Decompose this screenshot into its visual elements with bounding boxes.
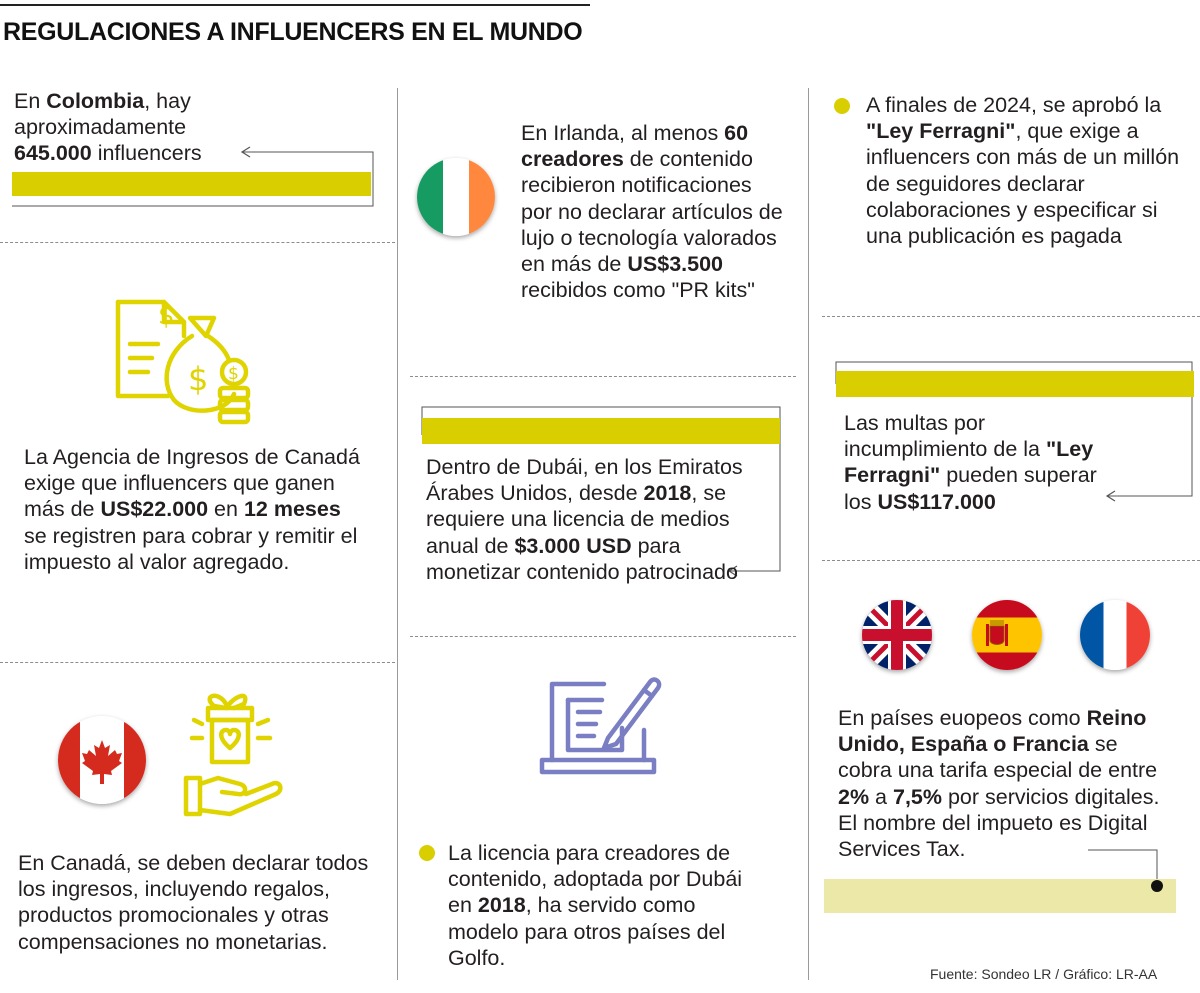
canada-income-text: En Canadá, se deben declarar todos los i… — [18, 851, 369, 954]
ireland-text: En Irlanda, al menos 60 creadores de con… — [521, 121, 783, 303]
uk-flag-icon — [862, 600, 932, 670]
accent-bar — [12, 172, 371, 196]
europe-callout — [1088, 849, 1158, 886]
callout-end-dot — [1151, 880, 1163, 892]
separator — [822, 316, 1200, 317]
column-divider-2 — [808, 88, 809, 980]
separator — [822, 560, 1200, 561]
title-rule — [0, 4, 590, 6]
separator — [0, 242, 395, 243]
bullet-dot — [419, 845, 435, 861]
fines-text: Las multas por incumplimiento de la "Ley… — [844, 411, 1097, 514]
canada-tax-text: La Agencia de Ingresos de Canadá exige q… — [24, 445, 360, 574]
colombia-text: En Colombia, hay aproximadamente 645.000… — [14, 89, 202, 166]
europe-text: En países euopeos como Reino Unido, Espa… — [838, 706, 1160, 862]
accent-bar — [824, 879, 1176, 913]
colombia-callout — [12, 146, 374, 207]
svg-text:$: $ — [228, 364, 239, 384]
tax-money-icon: $ $ $ — [115, 299, 251, 425]
separator — [0, 662, 395, 663]
separator — [410, 376, 796, 377]
svg-text:$: $ — [158, 301, 175, 331]
laptop-document-icon — [539, 677, 662, 775]
gift-hand-icon — [183, 693, 283, 817]
france-flag-icon — [1080, 600, 1150, 670]
fines-callout — [835, 361, 1193, 502]
svg-text:$: $ — [188, 360, 208, 398]
gulf-text: La licencia para creadores de contenido,… — [448, 841, 743, 970]
spain-flag-icon — [972, 600, 1042, 670]
canada-flag-icon — [58, 716, 146, 804]
dubai-callout — [421, 406, 781, 577]
separator — [410, 636, 796, 637]
accent-bar — [836, 371, 1194, 397]
bullet-dot — [834, 98, 850, 114]
source-credit: Fuente: Sondeo LR / Gráfico: LR-AA — [930, 966, 1158, 982]
ferragni-text: A finales de 2024, se aprobó la "Ley Fer… — [866, 93, 1180, 249]
dubai-text: Dentro de Dubái, en los Emiratos Árabes … — [426, 455, 743, 584]
column-divider-1 — [397, 88, 398, 980]
accent-bar — [422, 418, 780, 444]
page-title: REGULACIONES A INFLUENCERS EN EL MUNDO — [3, 18, 583, 46]
ireland-flag-icon — [417, 158, 495, 236]
